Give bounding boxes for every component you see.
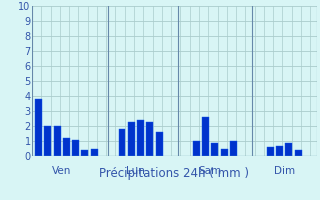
Bar [202,117,209,156]
Bar [91,148,98,156]
Bar [156,132,163,156]
Bar [118,129,125,156]
Text: Ven: Ven [52,166,71,177]
Bar [146,121,153,156]
Bar [220,148,228,156]
Bar [53,126,60,156]
Bar [211,142,218,156]
Text: Lun: Lun [126,166,145,177]
Bar [81,150,88,156]
Bar [285,142,292,156]
Bar [128,121,135,156]
Bar [267,147,274,156]
Bar [72,140,79,156]
Bar [44,126,51,156]
Text: Dim: Dim [274,166,295,177]
Bar [63,138,70,156]
Bar [276,146,283,156]
Bar [230,141,237,156]
X-axis label: Précipitations 24h ( mm ): Précipitations 24h ( mm ) [100,167,249,180]
Text: Sam: Sam [198,166,222,177]
Bar [137,120,144,156]
Bar [295,150,302,156]
Bar [35,99,42,156]
Bar [193,141,200,156]
